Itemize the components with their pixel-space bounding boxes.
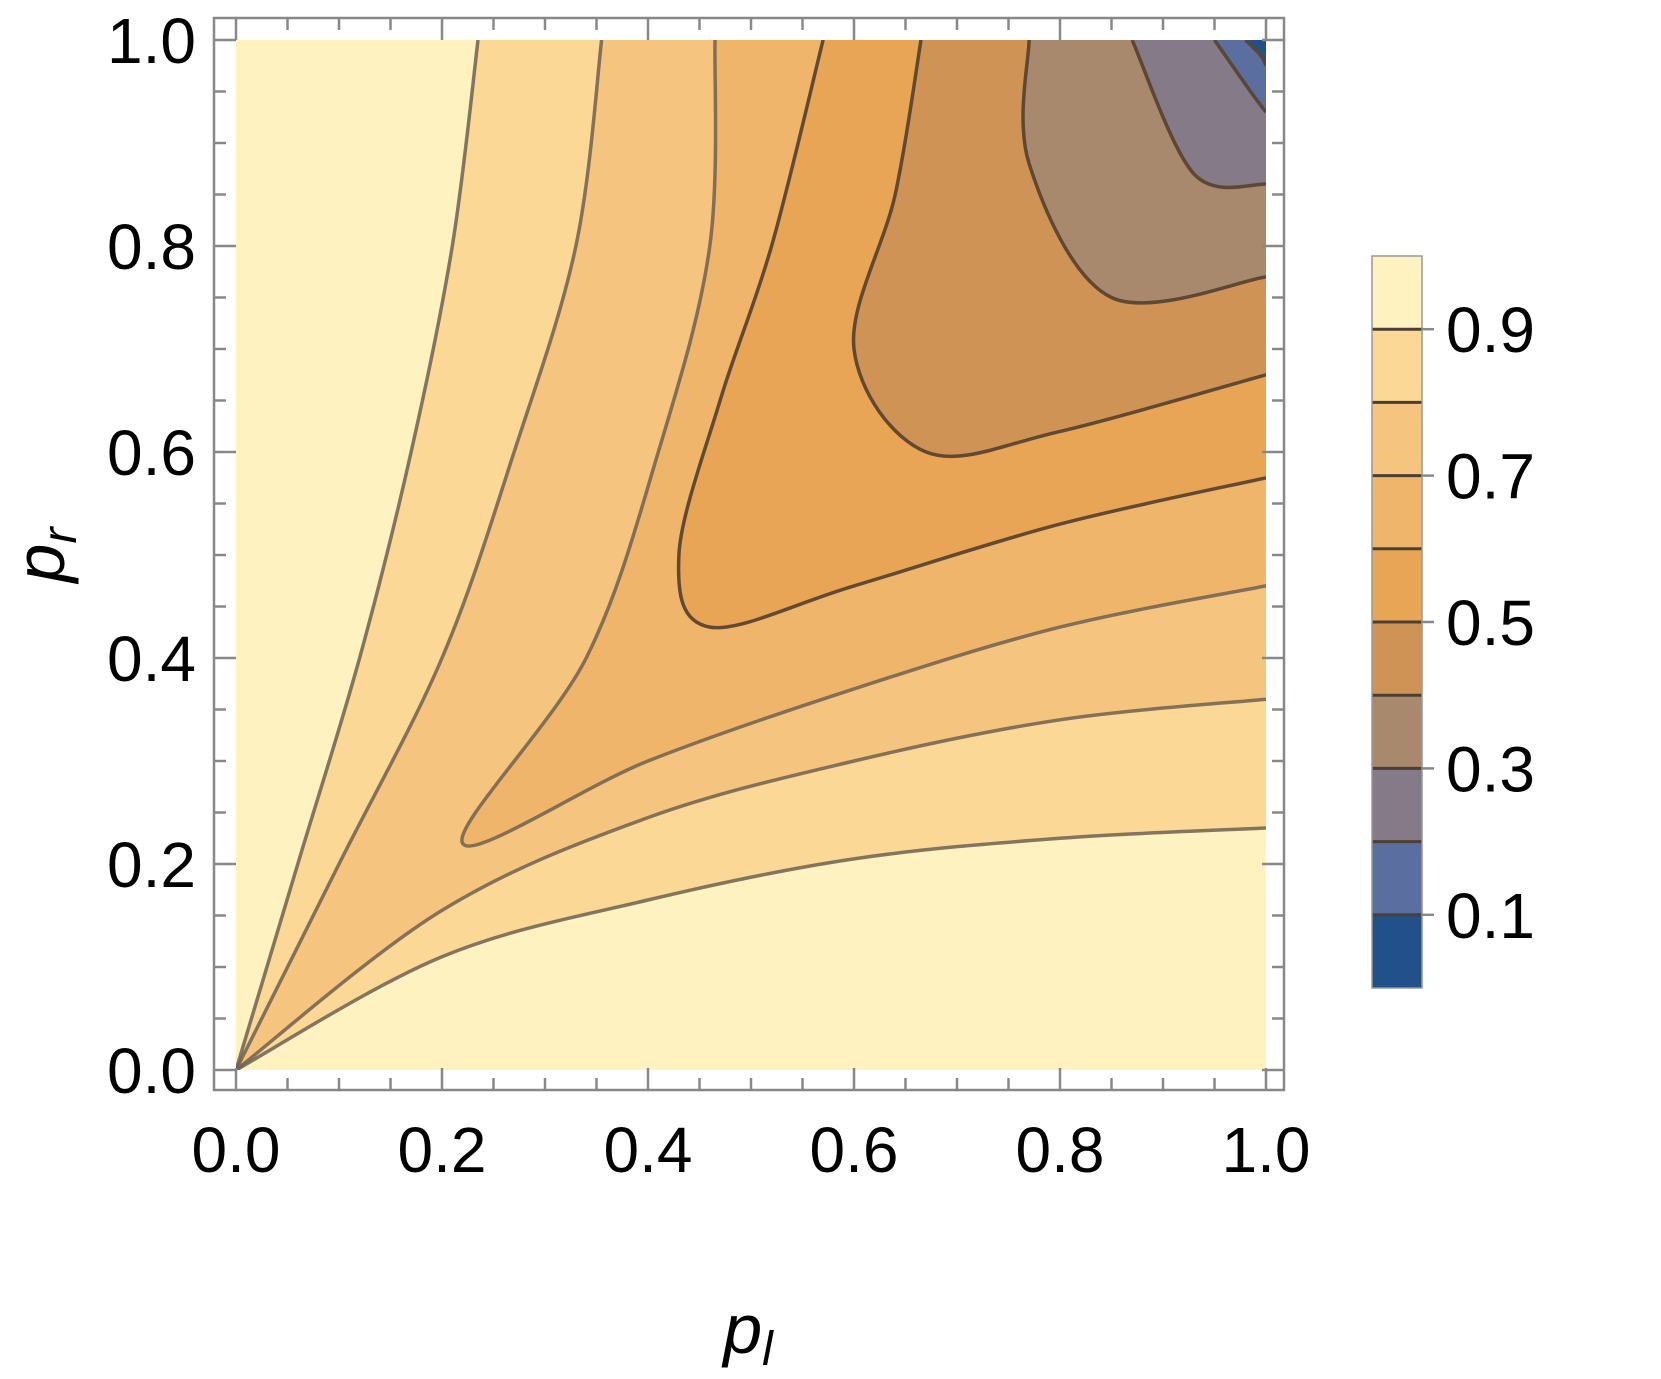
contour-line [236, 40, 1266, 1070]
y-tick-label: 0.4 [107, 623, 196, 695]
contour-lines [236, 40, 1266, 1070]
colorbar-label: 0.1 [1446, 880, 1535, 952]
x-axis-ticks: 0.0 0.2 0.4 0.6 0.8 1.0 [192, 18, 1311, 1186]
y-tick-label: 0.0 [107, 1035, 196, 1107]
contour-line [1244, 40, 1266, 67]
colorbar-band [1372, 695, 1422, 769]
x-axis-label: pl [721, 1290, 774, 1376]
colorbar-band [1372, 841, 1422, 916]
contour-bands [236, 40, 1266, 1070]
colorbar-band [1372, 256, 1422, 330]
colorbar-label: 0.3 [1446, 733, 1535, 805]
contour-line [1213, 40, 1266, 114]
contour-band [1245, 40, 1266, 66]
y-tick-label: 0.8 [107, 211, 196, 283]
y-tick-label: 0.2 [107, 829, 196, 901]
x-tick-label: 0.2 [398, 1114, 487, 1186]
y-tick-label: 0.6 [107, 417, 196, 489]
contour-band [1132, 40, 1266, 188]
colorbar-label: 0.9 [1446, 294, 1535, 366]
x-tick-label: 1.0 [1222, 1114, 1311, 1186]
x-tick-label: 0.0 [192, 1114, 281, 1186]
colorbar-band [1372, 768, 1422, 843]
y-tick-label: 1.0 [107, 5, 196, 77]
x-tick-label: 0.4 [604, 1114, 693, 1186]
colorbar-band [1372, 548, 1422, 623]
contour-line [236, 40, 1266, 1070]
colorbar-band [1372, 329, 1422, 403]
y-axis-ticks: 0.0 0.2 0.4 0.6 0.8 1.0 [107, 5, 1284, 1107]
contour-line [676, 40, 1266, 630]
colorbar-label: 0.7 [1446, 441, 1535, 513]
contour-line [1021, 40, 1266, 305]
contour-line [1130, 40, 1266, 190]
colorbar-band [1372, 475, 1422, 550]
contour-line [460, 40, 1266, 848]
x-tick-label: 0.6 [810, 1114, 899, 1186]
colorbar-band [1372, 402, 1422, 477]
x-tick-label: 0.8 [1016, 1114, 1105, 1186]
colorbar-label: 0.5 [1446, 587, 1535, 659]
colorbar-legend: 0.9 0.7 0.5 0.3 0.1 [1371, 255, 1535, 989]
y-axis-label: pr [1, 526, 87, 585]
colorbar-band [1372, 622, 1422, 696]
colorbar-band [1372, 914, 1422, 989]
contour-line [851, 40, 1266, 459]
